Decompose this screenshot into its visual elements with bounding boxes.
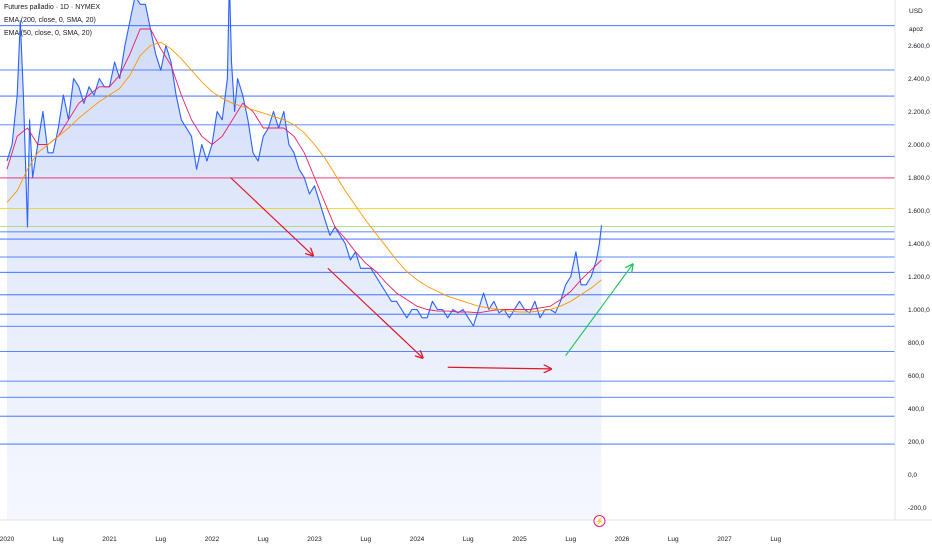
legend-ema200[interactable]: EMA (200, close, 0, SMA, 20) — [4, 17, 96, 24]
x-tick-label: 2021 — [102, 536, 117, 543]
y-tick-label: 1.000,0 — [908, 307, 930, 314]
y-tick-label: 200,0 — [908, 439, 925, 446]
currency-label: USD — [909, 8, 923, 15]
x-tick-label: Lug — [155, 536, 166, 543]
y-tick-label: 400,0 — [908, 406, 925, 413]
annotation-arrow-red[interactable] — [327, 267, 422, 357]
y-tick-label: 1.800,0 — [908, 175, 930, 182]
x-tick-label: 2025 — [512, 536, 527, 543]
x-tick-label: 2024 — [410, 536, 425, 543]
y-tick-label: 2.400,0 — [908, 76, 930, 83]
x-tick-label: 2020 — [0, 536, 15, 543]
x-tick-label: 2027 — [717, 536, 732, 543]
x-tick-label: 2023 — [307, 536, 322, 543]
x-tick-label: 2022 — [205, 536, 220, 543]
x-tick-label: Lug — [53, 536, 64, 543]
event-marker-icon — [593, 515, 606, 527]
y-tick-label: 0,0 — [908, 472, 917, 479]
y-tick-label: 600,0 — [908, 373, 925, 380]
x-tick-label: Lug — [360, 536, 371, 543]
y-tick-label: 2.600,0 — [908, 43, 930, 50]
y-tick-label: 1.600,0 — [908, 208, 930, 215]
y-tick-label: 1.400,0 — [908, 241, 930, 248]
x-tick-label: Lug — [770, 536, 781, 543]
y-tick-label: -200,0 — [908, 505, 927, 512]
annotation-arrow-red[interactable] — [447, 367, 551, 369]
price-area — [7, 0, 602, 520]
x-tick-label: Lug — [565, 536, 576, 543]
axis-settings-label: apoz — [909, 26, 923, 33]
y-tick-label: 1.200,0 — [908, 274, 930, 281]
event-marker-glyph: ⚡ — [595, 517, 604, 526]
series — [6, 0, 603, 327]
y-tick-label: 2.200,0 — [908, 109, 930, 116]
ema50-line — [6, 28, 602, 314]
y-tick-label: 800,0 — [908, 340, 925, 347]
annotation-arrow-red[interactable] — [230, 177, 312, 256]
x-tick-label: Lug — [258, 536, 269, 543]
x-tick-label: Lug — [463, 536, 474, 543]
price-area-fill — [7, 0, 602, 520]
legend-ema50[interactable]: EMA (50, close, 0, SMA, 20) — [4, 30, 92, 37]
annotation-arrows[interactable] — [230, 177, 633, 369]
annotation-arrow-green[interactable] — [565, 265, 633, 357]
price-axis-panel — [895, 0, 932, 550]
y-tick-label: 2.000,0 — [908, 142, 930, 149]
legend-symbol[interactable]: Futures palladio · 1D · NYMEX — [4, 4, 101, 11]
x-tick-label: Lug — [668, 536, 679, 543]
x-tick-label: 2026 — [615, 536, 630, 543]
ema200-line — [6, 41, 602, 313]
